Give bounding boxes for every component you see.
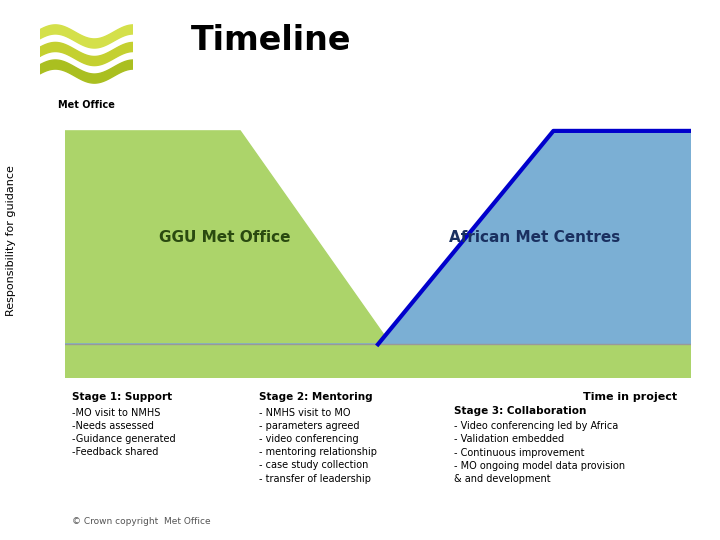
Text: © Crown copyright  Met Office: © Crown copyright Met Office [72,517,211,526]
Text: GGU Met Office: GGU Met Office [158,230,290,245]
Polygon shape [65,131,691,345]
Text: Stage 2: Mentoring: Stage 2: Mentoring [259,392,373,402]
Text: -MO visit to NMHS
-Needs assessed
-Guidance generated
-Feedback shared: -MO visit to NMHS -Needs assessed -Guida… [72,408,176,457]
Text: African Met Centres: African Met Centres [449,230,620,245]
Polygon shape [65,345,691,378]
Text: Timeline: Timeline [191,24,351,57]
Text: Met Office: Met Office [58,100,114,110]
Text: Stage 1: Support: Stage 1: Support [72,392,172,402]
Text: Stage 3: Collaboration: Stage 3: Collaboration [454,406,586,416]
Polygon shape [40,60,133,83]
Text: - Video conferencing led by Africa
- Validation embedded
- Continuous improvemen: - Video conferencing led by Africa - Val… [454,421,625,484]
Text: Responsibility for guidance: Responsibility for guidance [6,165,16,316]
Text: Time in project: Time in project [582,392,677,402]
Text: - NMHS visit to MO
- parameters agreed
- video conferencing
- mentoring relation: - NMHS visit to MO - parameters agreed -… [259,408,377,484]
Polygon shape [40,25,133,48]
Polygon shape [40,43,133,65]
Polygon shape [65,131,691,378]
